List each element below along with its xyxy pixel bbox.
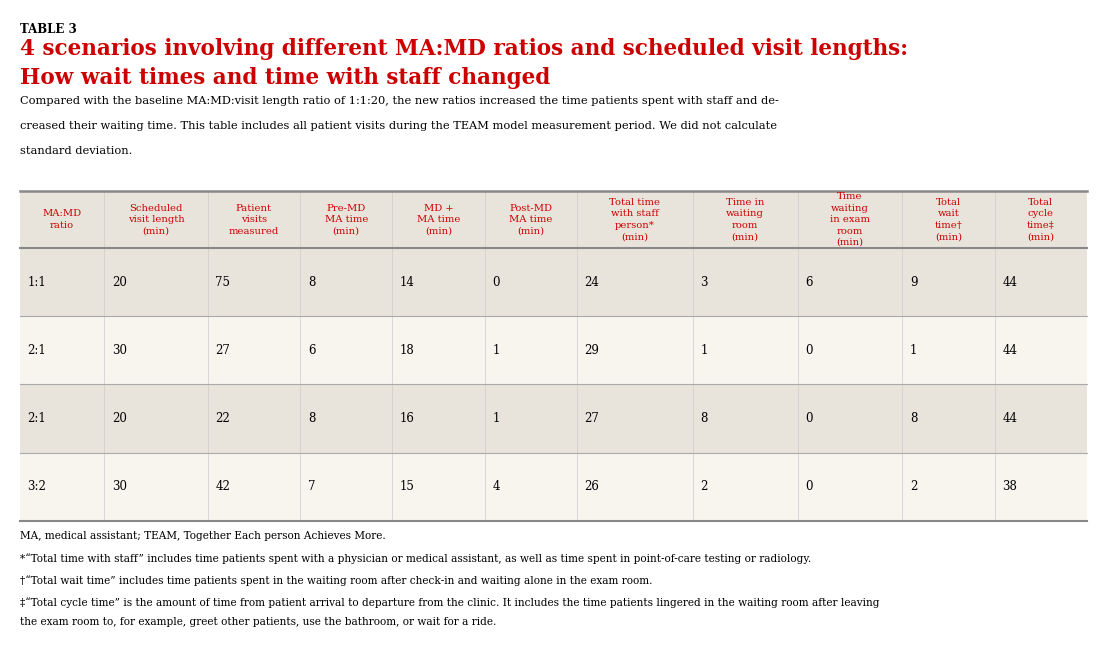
Text: 44: 44 [1002,344,1018,357]
Text: Total
wait
time†
(min): Total wait time† (min) [935,198,962,241]
Text: 16: 16 [400,412,415,425]
Text: 22: 22 [216,412,230,425]
Text: Post-MD
MA time
(min): Post-MD MA time (min) [509,204,552,236]
Text: Total
cycle
time‡
(min): Total cycle time‡ (min) [1026,198,1055,241]
Text: 1: 1 [493,344,499,357]
Text: 1: 1 [493,412,499,425]
Text: TABLE 3: TABLE 3 [20,23,77,36]
Text: 2:1: 2:1 [28,412,46,425]
Text: *“Total time with staff” includes time patients spent with a physician or medica: *“Total time with staff” includes time p… [20,553,811,563]
Text: 6: 6 [805,276,813,289]
Text: the exam room to, for example, greet other patients, use the bathroom, or wait f: the exam room to, for example, greet oth… [20,617,496,627]
Text: 18: 18 [400,344,415,357]
Text: MA:MD
ratio: MA:MD ratio [43,210,81,230]
Text: 4 scenarios involving different MA:MD ratios and scheduled visit lengths:: 4 scenarios involving different MA:MD ra… [20,38,907,60]
Bar [20,191,1087,248]
Text: creased their waiting time. This table includes all patient visits during the TE: creased their waiting time. This table i… [20,121,777,131]
Text: 24: 24 [584,276,600,289]
Text: 0: 0 [805,344,813,357]
Text: 3: 3 [701,276,708,289]
Text: 30: 30 [112,480,126,493]
Text: 75: 75 [216,276,231,289]
Text: 4: 4 [493,480,499,493]
Text: standard deviation.: standard deviation. [20,146,132,156]
Text: Scheduled
visit length
(min): Scheduled visit length (min) [128,204,185,236]
Text: 27: 27 [216,344,230,357]
Text: 27: 27 [584,412,600,425]
Text: 0: 0 [493,276,499,289]
Text: 42: 42 [216,480,230,493]
Bar [20,384,1087,453]
Text: 15: 15 [400,480,415,493]
Text: MD +
MA time
(min): MD + MA time (min) [417,204,460,236]
Text: 7: 7 [308,480,316,493]
Text: Pre-MD
MA time
(min): Pre-MD MA time (min) [324,204,367,236]
Text: 0: 0 [805,480,813,493]
Text: 1: 1 [910,344,917,357]
Text: 1:1: 1:1 [28,276,46,289]
Text: Time in
waiting
room
(min): Time in waiting room (min) [726,198,764,241]
Text: Compared with the baseline MA:MD:visit length ratio of 1:1:20, the new ratios in: Compared with the baseline MA:MD:visit l… [20,96,779,106]
Text: Time
waiting
in exam
room
(min): Time waiting in exam room (min) [829,192,870,247]
Text: How wait times and time with staff changed: How wait times and time with staff chang… [20,67,550,89]
Text: 2:1: 2:1 [28,344,46,357]
Text: 2: 2 [701,480,708,493]
Text: 38: 38 [1002,480,1018,493]
Text: 29: 29 [584,344,600,357]
Text: †“Total wait time” includes time patients spent in the waiting room after check-: †“Total wait time” includes time patient… [20,575,652,586]
Text: 2: 2 [910,480,917,493]
Text: Total time
with staff
person*
(min): Total time with staff person* (min) [609,198,660,241]
Bar [20,248,1087,316]
Text: 30: 30 [112,344,126,357]
Text: 8: 8 [701,412,708,425]
Text: 14: 14 [400,276,415,289]
Text: 20: 20 [112,276,126,289]
Bar [20,316,1087,384]
Text: 0: 0 [805,412,813,425]
Text: MA, medical assistant; TEAM, Together Each person Achieves More.: MA, medical assistant; TEAM, Together Ea… [20,531,386,540]
Text: ‡“Total cycle time” is the amount of time from patient arrival to departure from: ‡“Total cycle time” is the amount of tim… [20,597,879,608]
Text: 6: 6 [308,344,316,357]
Text: 20: 20 [112,412,126,425]
Text: 44: 44 [1002,412,1018,425]
Text: 8: 8 [308,276,315,289]
Text: 9: 9 [910,276,917,289]
Bar [20,453,1087,521]
Text: Patient
visits
measured: Patient visits measured [229,204,279,236]
Text: 44: 44 [1002,276,1018,289]
Text: 1: 1 [701,344,708,357]
Text: 26: 26 [584,480,600,493]
Text: 8: 8 [910,412,917,425]
Text: 8: 8 [308,412,315,425]
Text: 3:2: 3:2 [28,480,46,493]
